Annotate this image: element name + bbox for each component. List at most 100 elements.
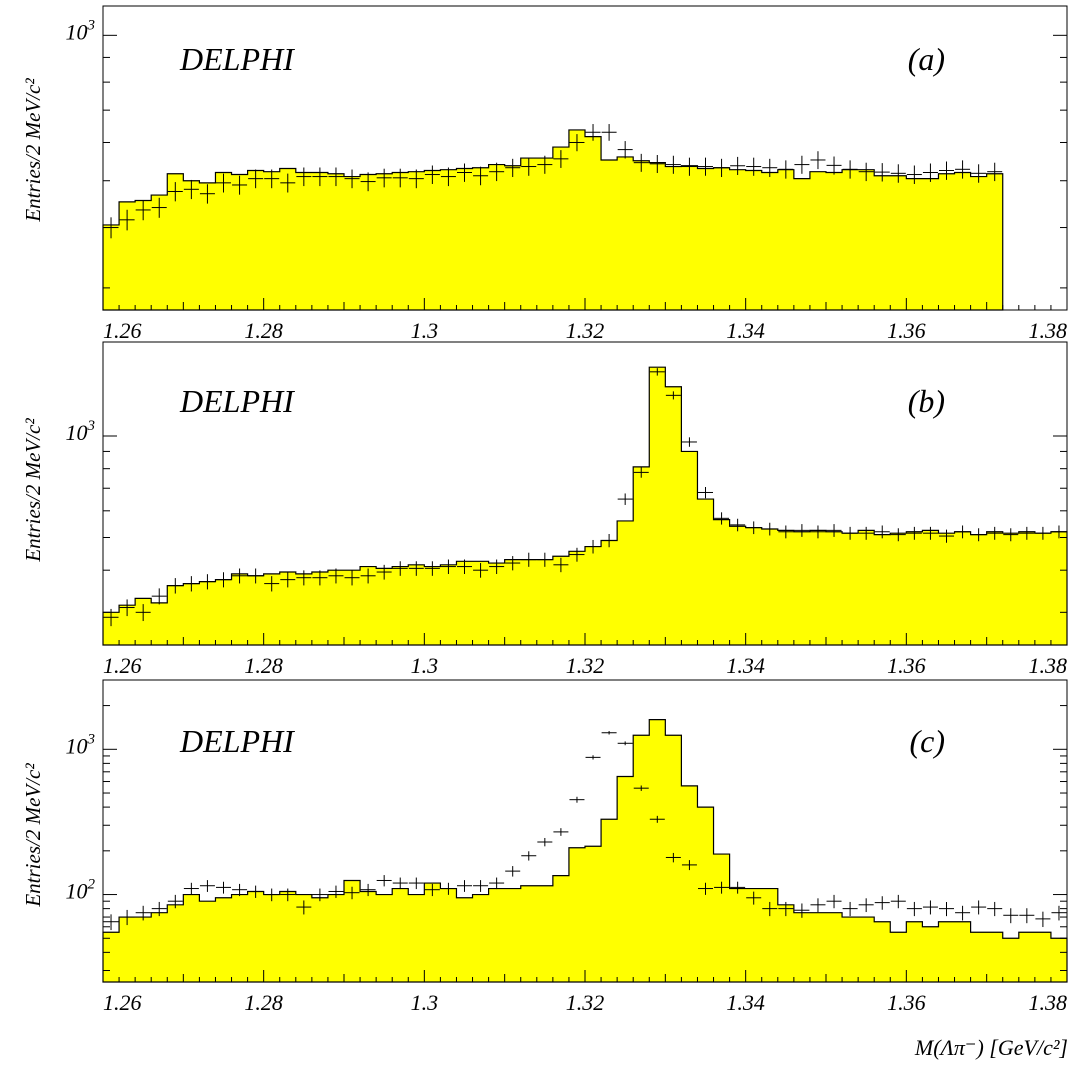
mc-histogram — [102, 129, 1004, 311]
data-point — [842, 901, 858, 917]
panel-label: (b) — [908, 383, 945, 419]
x-ticks — [102, 298, 1068, 310]
data-point — [778, 160, 794, 179]
data-point — [778, 901, 794, 917]
data-point — [617, 493, 633, 505]
data-point — [360, 568, 376, 584]
data-point — [199, 574, 215, 590]
data-point — [794, 524, 810, 537]
y-tick-label: 103 — [66, 418, 96, 445]
data-point — [553, 557, 569, 573]
data-point — [280, 572, 296, 588]
x-tick-label: 1.34 — [726, 653, 765, 678]
data-point — [585, 755, 601, 760]
data-point — [537, 155, 553, 174]
data-point — [264, 576, 280, 592]
data-point — [232, 568, 248, 584]
x-tick-label: 1.38 — [1029, 990, 1068, 1015]
data-point — [617, 741, 633, 746]
data-point — [264, 169, 280, 189]
data-point — [890, 164, 906, 183]
data-point — [553, 828, 569, 836]
data-point — [794, 903, 810, 918]
panel-c: 1.26 1.28 1.3 1.32 1.34 1.36 1.38 102 103 DELPHI (… — [21, 679, 1068, 1015]
data-point — [698, 486, 713, 499]
data-point — [489, 877, 505, 890]
data-point — [971, 900, 987, 915]
x-axis-label: M(Λπ⁻) [GeV/c²] — [914, 1035, 1068, 1060]
data-point — [746, 157, 762, 176]
data-point — [649, 368, 665, 376]
data-point — [874, 525, 890, 539]
data-point — [665, 852, 681, 863]
data-point — [971, 164, 987, 183]
data-point — [473, 166, 489, 186]
data-point — [858, 898, 874, 913]
x-tick-label: 1.26 — [103, 990, 142, 1015]
data-points — [103, 368, 1067, 627]
data-point — [890, 528, 906, 542]
data-point — [473, 880, 489, 892]
data-point — [649, 154, 665, 174]
data-point — [424, 561, 440, 576]
data-point — [730, 881, 746, 894]
data-point — [1003, 908, 1019, 924]
data-point — [151, 197, 167, 218]
data-point — [858, 526, 874, 540]
data-point — [119, 209, 135, 231]
panel-b: 1.26 1.28 1.3 1.32 1.34 1.36 1.38 103 DELPHI (b) E… — [21, 341, 1068, 678]
experiment-label: DELPHI — [179, 383, 295, 419]
data-point — [922, 163, 938, 182]
data-point — [633, 467, 649, 478]
data-point — [537, 552, 553, 567]
x-tick-label: 1.3 — [411, 990, 439, 1015]
data-point — [585, 539, 601, 554]
data-point — [858, 162, 874, 182]
data-points — [103, 124, 1003, 239]
data-point — [553, 150, 569, 168]
panel-a: 1.26 1.28 1.3 1.32 1.34 1.36 1.38 103 DELPHI (a) E… — [21, 5, 1068, 343]
data-point — [617, 141, 633, 159]
data-point — [698, 882, 713, 895]
data-point — [457, 880, 472, 892]
data-point — [103, 608, 119, 627]
data-point — [280, 173, 296, 193]
y-ticks — [103, 34, 1067, 289]
data-point — [730, 156, 746, 176]
data-point — [810, 525, 826, 539]
data-point — [408, 169, 424, 189]
data-point — [906, 901, 922, 917]
experiment-label: DELPHI — [179, 41, 295, 77]
data-point — [601, 731, 617, 735]
data-point — [296, 570, 312, 586]
data-point — [440, 167, 456, 187]
data-point — [1035, 911, 1051, 928]
data-point — [248, 885, 264, 898]
data-point — [376, 168, 392, 188]
data-point — [987, 526, 1003, 540]
data-point — [216, 572, 231, 588]
data-point — [1051, 525, 1067, 539]
data-point — [987, 162, 1003, 182]
data-point — [183, 179, 199, 200]
data-point — [521, 157, 537, 176]
data-point — [1051, 905, 1067, 921]
y-tick-label: 102 — [66, 877, 96, 904]
data-point — [762, 901, 778, 917]
data-point — [328, 885, 344, 898]
x-ticks — [102, 633, 1068, 645]
data-point — [762, 522, 778, 536]
data-point — [971, 528, 987, 542]
data-point — [521, 851, 537, 861]
data-points — [103, 731, 1067, 931]
data-point — [874, 163, 890, 182]
x-tick-label: 1.32 — [566, 990, 605, 1015]
data-point — [232, 883, 248, 897]
data-point — [216, 173, 231, 193]
data-point — [457, 559, 472, 574]
data-point — [167, 894, 183, 909]
data-point — [939, 529, 954, 543]
data-point — [328, 568, 344, 584]
data-point — [505, 556, 521, 571]
